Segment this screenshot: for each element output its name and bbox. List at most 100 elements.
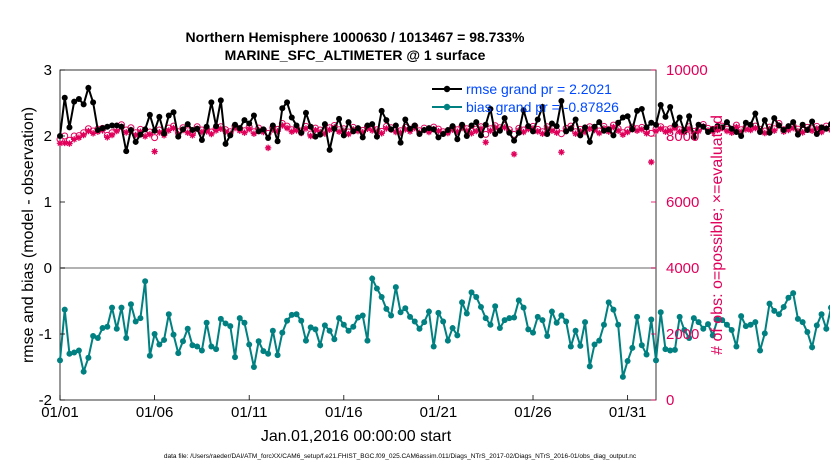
x-tick-label: 01/21 (420, 404, 458, 421)
obs-evaluated-point (203, 128, 210, 135)
rmse-point (302, 109, 309, 116)
obs-evaluated-point (747, 126, 754, 134)
rmse-point (643, 124, 650, 131)
bias-point (511, 314, 518, 321)
obs-evaluated-point (733, 123, 740, 131)
bias-point (530, 329, 537, 336)
bias-point (761, 330, 768, 337)
rmse-point (80, 101, 87, 108)
obs-evaluated-point (364, 125, 371, 132)
bias-point (577, 342, 584, 349)
bias-point (161, 336, 168, 343)
bias-point (681, 327, 688, 334)
bias-point (71, 349, 78, 356)
bias-point (468, 289, 475, 296)
bias-point (629, 344, 636, 351)
bias-point (355, 314, 361, 321)
obs-evaluated-point (487, 127, 494, 134)
obs-evaluated-point (269, 126, 277, 133)
rmse-point (511, 137, 518, 144)
rmse-point (634, 107, 641, 114)
obs-evaluated-point (75, 134, 83, 141)
bias-point (539, 317, 546, 324)
rmse-point (340, 132, 347, 139)
rmse-point (582, 124, 589, 131)
rmse-point (250, 112, 257, 119)
rmse-point (66, 124, 73, 131)
rmse-point (369, 121, 376, 128)
bias-point (369, 275, 376, 282)
obs-evaluated-point (671, 124, 679, 132)
rmse-point (217, 97, 224, 104)
bias-point (85, 354, 92, 361)
rmse-point (151, 127, 158, 134)
rmse-point (416, 131, 423, 138)
bias-point (142, 278, 149, 285)
rmse-point (705, 129, 712, 136)
obs-evaluated-point (212, 127, 220, 134)
bias-point (198, 347, 205, 354)
rmse-point (255, 128, 262, 135)
rmse-point (359, 134, 366, 141)
rmse-point (288, 114, 295, 121)
rmse-point (553, 123, 560, 130)
obs-evaluated-point (473, 127, 480, 135)
bias-point (217, 315, 224, 322)
bias-point (397, 309, 404, 316)
obs-evaluated-point (264, 144, 272, 152)
x-tick-label: 01/11 (231, 404, 267, 421)
rmse-point (695, 121, 702, 128)
legend-label-bias: bias grand pr = -0.87826 (466, 99, 619, 115)
rmse-point (71, 98, 78, 105)
bias-point (416, 325, 423, 332)
bias-point (179, 338, 186, 345)
rmse-point (75, 96, 82, 103)
rmse-point (662, 113, 669, 120)
bias-point (279, 329, 286, 336)
rmse-point (605, 126, 612, 133)
bias-point (175, 350, 182, 357)
rmse-point (260, 126, 267, 133)
obs-evaluated-point (170, 124, 177, 132)
rmse-point (747, 121, 754, 128)
obs-evaluated-point (141, 133, 149, 140)
bias-point (75, 347, 82, 354)
rmse-point (321, 121, 328, 128)
rmse-point (345, 119, 352, 126)
obs-evaluated-point (572, 130, 579, 137)
rmse-point (596, 119, 603, 126)
obs-evaluated-point (241, 129, 248, 136)
bias-point (132, 318, 139, 325)
x-tick-label: 01/01 (41, 404, 79, 421)
y-tick-label: 3 (44, 62, 52, 79)
bias-point (723, 321, 730, 328)
bias-point (638, 342, 645, 349)
rmse-point (728, 125, 735, 132)
bias-point (151, 331, 158, 337)
bias-point (331, 336, 338, 343)
rmse-point (667, 103, 674, 110)
rmse-point (610, 132, 617, 139)
bias-point (449, 325, 456, 332)
rmse-point (425, 125, 432, 132)
bias-point (686, 334, 693, 341)
bias-point (392, 284, 399, 291)
bias-point (809, 344, 816, 351)
obs-evaluated-point (458, 124, 466, 132)
rmse-point (539, 103, 546, 110)
obs-evaluated-point (189, 132, 196, 139)
bias-point (591, 341, 598, 348)
obs-evaluated-point (113, 127, 120, 135)
bias-point (747, 321, 754, 328)
obs-evaluated-point (610, 123, 617, 131)
y-tick-label: 2 (44, 128, 52, 145)
rmse-point (397, 139, 404, 146)
bias-point (326, 327, 333, 334)
right-axis: 0 2000 4000 6000 8000 10000 (651, 62, 708, 409)
bias-point (619, 373, 626, 380)
rmse-point (449, 123, 456, 130)
obs-evaluated-point (425, 128, 433, 136)
legend: rmse grand pr = 2.2021 bias grand pr = -… (432, 81, 619, 115)
bias-point (246, 341, 253, 348)
obs-evaluated-point (463, 127, 470, 134)
